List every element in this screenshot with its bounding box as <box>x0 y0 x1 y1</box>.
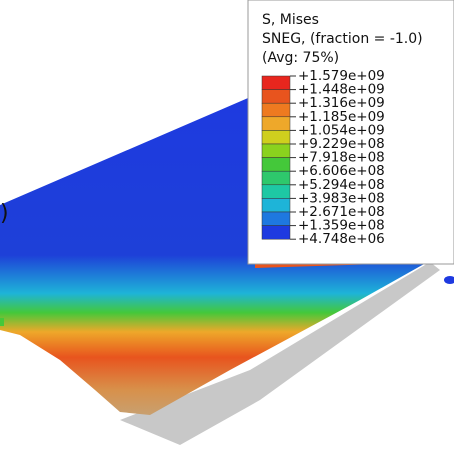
legend-label: +3.983e+08 <box>298 190 385 206</box>
color-band <box>261 143 291 158</box>
color-band <box>261 184 291 199</box>
legend-label: +2.671e+08 <box>298 204 385 220</box>
legend: S, Mises SNEG, (fraction = -1.0) (Avg: 75%… <box>247 0 454 265</box>
legend-label: +1.316e+09 <box>298 95 385 111</box>
legend-label: +1.359e+08 <box>298 218 385 234</box>
legend-label: +1.185e+09 <box>298 109 385 125</box>
shell <box>0 95 440 415</box>
color-band <box>261 157 291 172</box>
color-band <box>261 75 291 90</box>
panel-label: ) <box>0 201 9 226</box>
legend-label: +5.294e+08 <box>298 177 385 193</box>
color-band <box>261 225 291 240</box>
color-band <box>261 170 291 186</box>
legend-title: (Avg: 75%) <box>262 50 339 66</box>
legend-title: SNEG, (fraction = -1.0) <box>262 31 423 47</box>
color-band <box>261 211 291 226</box>
legend-label: +1.579e+09 <box>298 68 385 84</box>
color-band <box>261 130 291 145</box>
edge-marker <box>444 276 454 284</box>
color-band <box>261 89 291 104</box>
color-band <box>261 116 291 131</box>
shadow <box>120 262 440 445</box>
edge-marker <box>0 318 4 326</box>
legend-label: +1.054e+09 <box>298 122 385 138</box>
legend-label: +9.229e+08 <box>298 136 385 152</box>
legend-label: +4.748e+06 <box>298 231 385 247</box>
color-band <box>261 198 291 213</box>
legend-label: +6.606e+08 <box>298 163 385 179</box>
legend-title: S, Mises <box>262 12 319 28</box>
legend-label: +1.448e+09 <box>298 82 385 98</box>
color-band <box>261 102 291 118</box>
legend-label: +7.918e+08 <box>298 150 385 166</box>
